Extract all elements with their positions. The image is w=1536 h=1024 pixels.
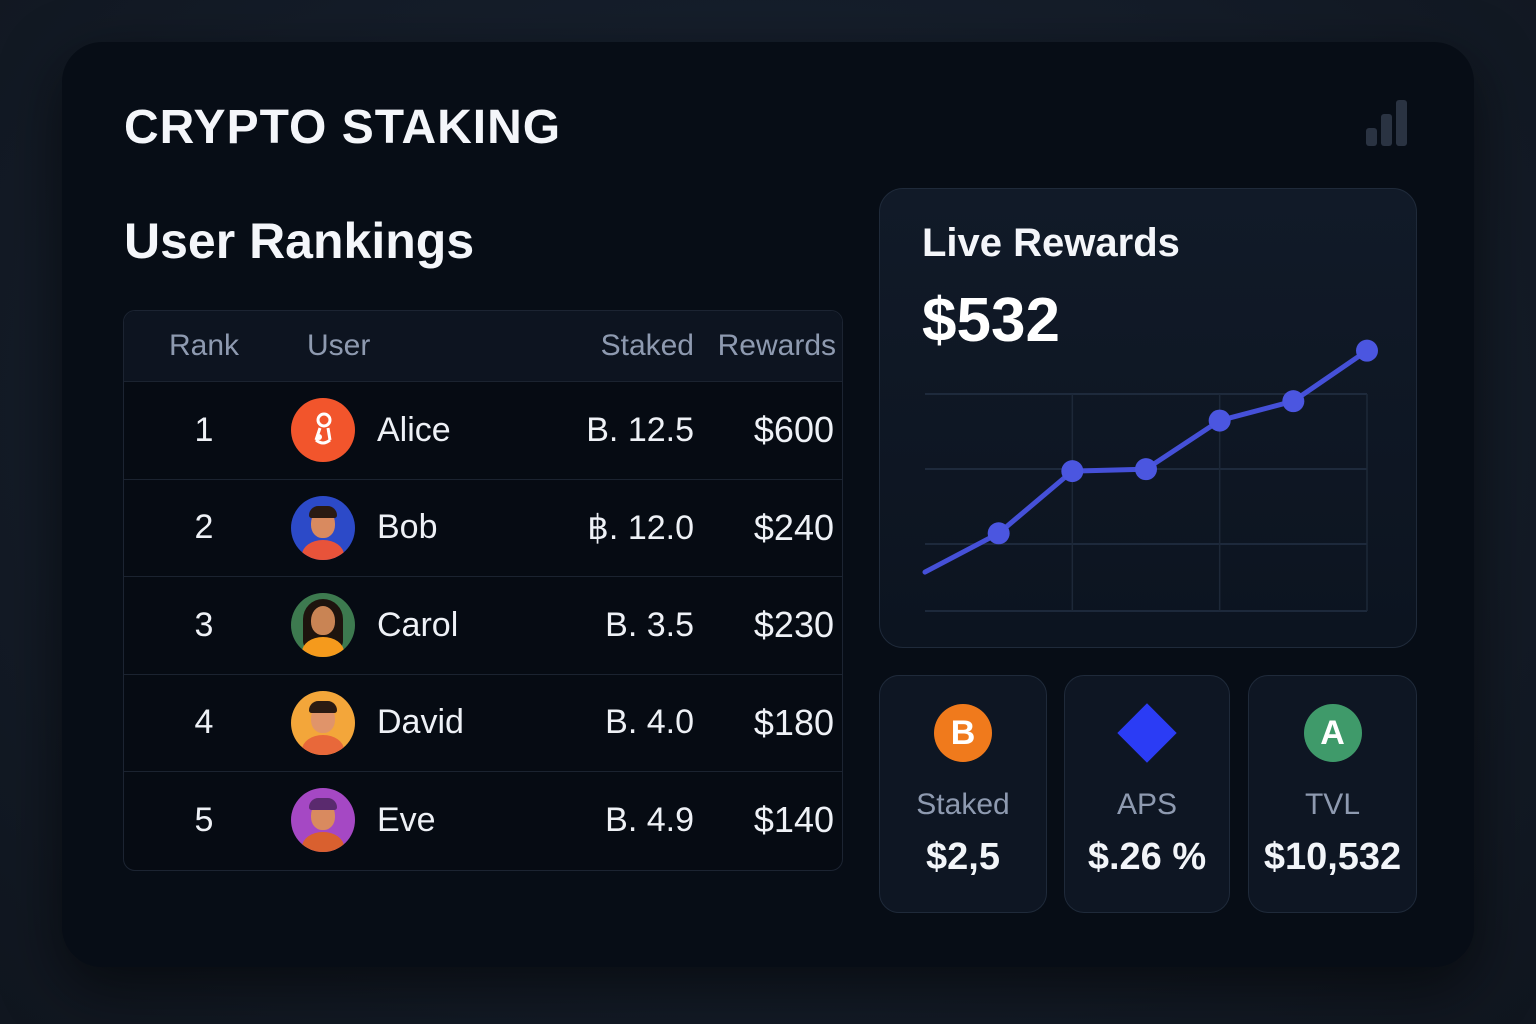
staked-cell: B. 4.0 [605,703,694,742]
rankings-title: User Rankings [124,213,475,269]
staked-cell: ฿. 12.0 [587,508,694,547]
staked-cell: B. 12.5 [586,410,694,449]
table-row[interactable]: 5 Eve B. 4.9 $140 [124,771,842,869]
token-coin-icon: A [1303,704,1362,762]
rewards-cell: $230 [753,604,834,646]
rankings-table: Rank User Staked Rewards 1 Alice B. 12.5… [123,310,843,871]
rank-cell: 4 [194,703,214,742]
data-point[interactable] [1208,409,1231,432]
user-name: Carol [377,605,459,644]
live-rewards-card[interactable]: Live Rewards $532 [879,188,1417,648]
avatar-glyph-icon [291,398,355,462]
rewards-line-chart [922,339,1378,612]
diamond-icon [1117,703,1177,763]
table-row[interactable]: 3 Carol B. 3.5 $230 [124,576,842,674]
live-rewards-value: $532 [922,286,1060,355]
table-header: Rank User Staked Rewards [124,311,842,381]
avatar [291,788,355,853]
app-title: CRYPTO STAKING [124,101,562,154]
column-header-rank[interactable]: Rank [168,329,240,362]
rewards-cell: $600 [753,409,834,451]
column-header-staked[interactable]: Staked [600,329,694,362]
dashboard-panel: CRYPTO STAKING User Rankings Rank User S… [62,42,1474,967]
avatar [291,593,355,658]
user-name: Bob [377,508,438,547]
table-row[interactable]: 1 Alice B. 12.5 $600 [124,381,842,479]
signal-bars-icon[interactable] [1366,98,1410,146]
stat-card-aps[interactable]: APS $.26 % [1064,675,1230,913]
rank-cell: 3 [194,605,214,644]
column-header-user[interactable]: User [307,329,371,362]
rewards-cell: $180 [753,701,834,743]
user-name: Eve [377,800,436,839]
rewards-cell: $240 [753,506,834,548]
avatar [291,398,355,463]
stat-value: $10,532 [1263,836,1402,878]
live-rewards-title: Live Rewards [922,221,1180,265]
data-point[interactable] [1135,458,1157,481]
stat-value: $.26 % [1087,836,1207,878]
table-row[interactable]: 2 Bob ฿. 12.0 $240 [124,478,842,577]
table-row[interactable]: 4 David B. 4.0 $180 [124,673,842,772]
user-name: David [377,703,464,742]
avatar [291,495,355,560]
stat-label: TVL [1304,788,1361,821]
rewards-cell: $140 [753,799,834,841]
stat-card-staked[interactable]: B Staked $2,5 [879,675,1047,913]
stat-label: Staked [916,788,1010,821]
rank-cell: 1 [194,410,214,449]
staked-cell: B. 4.9 [605,800,694,839]
data-point[interactable] [1282,390,1305,413]
rank-cell: 2 [194,508,214,547]
user-name: Alice [377,410,451,449]
rank-cell: 5 [194,800,214,839]
staked-cell: B. 3.5 [605,605,694,644]
stat-value: $2,5 [926,836,1000,878]
stat-card-tvl[interactable]: A TVL $10,532 [1248,675,1417,913]
data-point[interactable] [1356,339,1378,362]
column-header-rewards[interactable]: Rewards [717,329,836,362]
data-point[interactable] [1061,460,1084,483]
data-point[interactable] [987,522,1010,545]
stat-label: APS [1116,788,1178,821]
bitcoin-coin-icon: B [934,704,992,762]
avatar [291,690,355,755]
